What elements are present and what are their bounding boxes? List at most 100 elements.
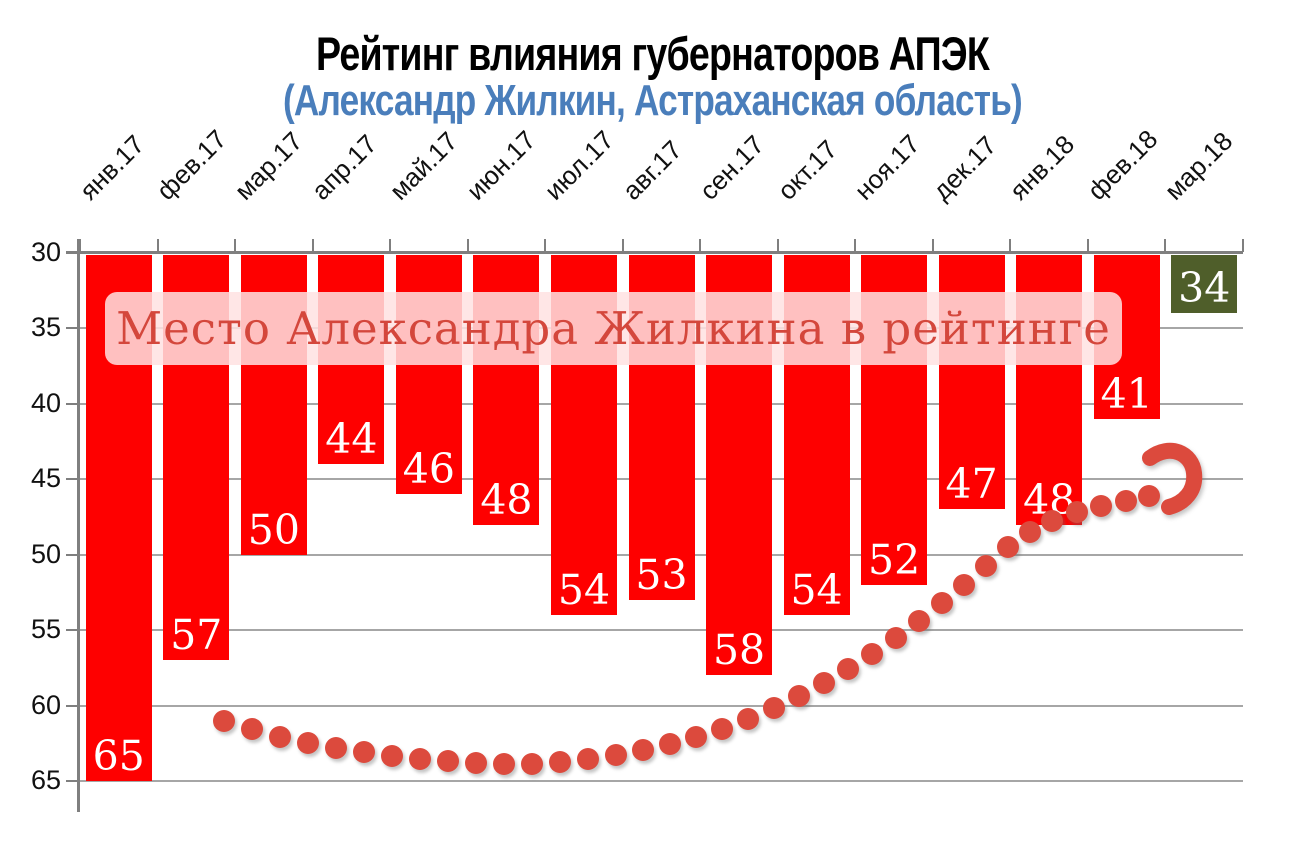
trend-dot <box>861 643 883 665</box>
y-axis-tick <box>66 704 79 707</box>
x-axis-tick <box>854 239 857 252</box>
gridline <box>80 780 1243 782</box>
x-axis-label: ноя.17 <box>848 128 926 206</box>
trend-dot <box>763 697 785 719</box>
bar-value-label: 52 <box>868 535 921 584</box>
trend-dot <box>1019 521 1041 543</box>
x-axis-tick <box>776 239 779 252</box>
trend-dot <box>1041 510 1063 532</box>
x-axis-tick <box>466 239 469 252</box>
x-axis-tick <box>1009 239 1012 252</box>
bar-value-label: 50 <box>247 505 300 554</box>
gridline <box>80 704 1243 707</box>
trend-dot <box>1090 495 1112 517</box>
trend-dot <box>997 536 1019 558</box>
x-axis-tick <box>1164 239 1167 252</box>
trend-dot <box>1066 501 1088 523</box>
trend-dot <box>549 751 571 773</box>
trend-dot <box>711 718 733 740</box>
trend-dot <box>213 710 235 732</box>
x-axis-label: янв.17 <box>73 129 150 206</box>
bar-value-label: 65 <box>92 732 145 780</box>
y-axis-line <box>77 239 80 812</box>
annotation-band: Место Александра Жилкина в рейтинге <box>105 292 1122 365</box>
x-axis-label: сен.17 <box>693 129 770 206</box>
x-axis-tick <box>931 239 934 252</box>
x-axis-line <box>66 251 1243 254</box>
x-axis-tick <box>1086 239 1089 252</box>
y-axis-label: 55 <box>30 614 61 645</box>
y-axis-tick <box>66 553 79 556</box>
y-axis-label: 50 <box>30 538 61 569</box>
chart-title: Рейтинг влияния губернаторов АПЭК <box>316 27 990 80</box>
y-axis-label: 65 <box>30 765 61 795</box>
trend-dot <box>685 726 707 748</box>
x-axis-tick <box>1242 239 1244 252</box>
trend-dot <box>1138 485 1160 507</box>
bar-value-label: 44 <box>325 415 378 464</box>
trend-dot <box>465 752 487 774</box>
x-axis-label: мар.17 <box>228 125 309 206</box>
y-axis-tick <box>66 629 79 632</box>
trend-dot <box>605 744 627 766</box>
trend-dot <box>269 726 291 748</box>
trend-dot <box>813 672 835 694</box>
annotation-label: Место Александра Жилкина в рейтинге <box>116 302 1111 355</box>
trend-dot <box>788 685 810 707</box>
bar-май.17: 46 <box>395 255 462 495</box>
y-axis-label: 35 <box>30 312 61 343</box>
y-axis-label: 30 <box>30 237 61 267</box>
y-axis-label: 40 <box>30 387 61 418</box>
trend-dot <box>325 737 347 759</box>
bar-value-label: 48 <box>480 475 533 524</box>
trend-dot <box>659 733 681 755</box>
chart-subtitle: (Александр Жилкин, Астраханская область) <box>283 76 1023 125</box>
x-axis-label: авг.17 <box>615 134 688 206</box>
bar-value-label: 41 <box>1100 369 1153 418</box>
trend-dot <box>931 592 953 614</box>
x-axis-tick <box>699 239 702 252</box>
trend-dot <box>241 718 263 740</box>
x-axis-label: июн.17 <box>460 124 542 206</box>
y-axis-tick <box>66 780 79 782</box>
x-axis-tick <box>156 239 159 252</box>
trend-dot <box>953 574 975 596</box>
y-axis-tick <box>66 402 79 405</box>
gridline <box>80 629 1243 632</box>
trend-dot <box>521 753 543 775</box>
x-axis-tick <box>389 239 392 252</box>
y-axis-label: 45 <box>30 463 61 494</box>
bar-value-label: 54 <box>790 566 843 615</box>
bar-value-label: 58 <box>712 626 766 675</box>
trend-dot <box>437 750 459 772</box>
x-axis-tick <box>79 239 81 252</box>
y-axis-tick <box>66 478 79 481</box>
bar-value-label: 46 <box>402 445 455 494</box>
trend-dot <box>632 739 654 761</box>
trend-dot <box>493 753 515 775</box>
bar-value-label: 47 <box>945 460 998 509</box>
x-axis-label: фев.18 <box>1081 123 1164 206</box>
trend-dot <box>297 732 319 754</box>
y-axis-tick <box>66 327 79 330</box>
trend-dot <box>908 610 930 632</box>
bar-value-label: 54 <box>557 566 611 615</box>
bar-value-label: 57 <box>170 611 223 660</box>
bar-мар.18: 34 <box>1171 255 1238 314</box>
x-axis-label: окт.17 <box>771 134 843 206</box>
x-axis-label: янв.18 <box>1003 129 1081 206</box>
x-axis-label: мар.18 <box>1158 125 1239 206</box>
y-axis-tick <box>66 252 79 254</box>
trend-dot <box>885 627 907 649</box>
x-axis-tick <box>311 239 314 252</box>
trend-dot <box>737 708 759 730</box>
x-axis-tick <box>544 239 547 252</box>
x-axis-tick <box>621 239 624 252</box>
trend-dot <box>353 741 375 763</box>
x-axis-tick <box>234 239 237 252</box>
x-axis-label: фев.17 <box>150 123 233 206</box>
x-axis-label: апр.17 <box>305 128 384 206</box>
y-axis-label: 60 <box>30 689 61 720</box>
bar-value-label: 53 <box>635 550 688 599</box>
